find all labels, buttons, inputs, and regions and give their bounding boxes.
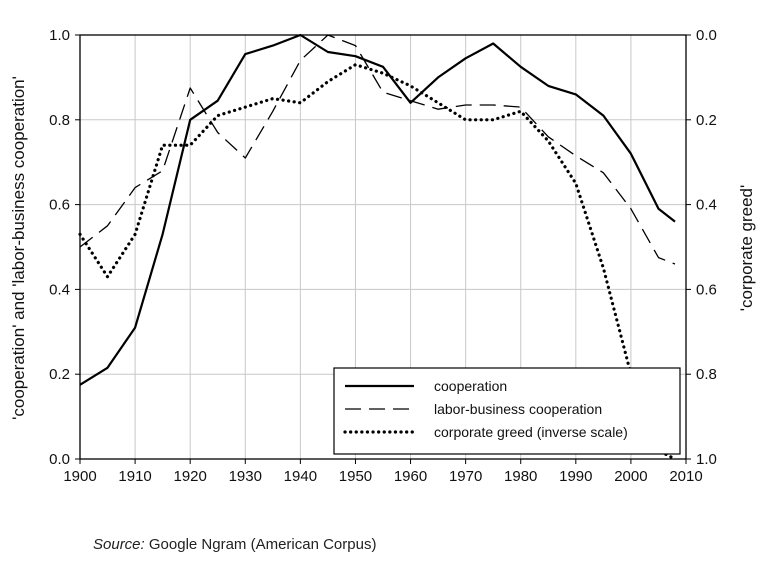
legend: cooperation labor-business cooperation cor… [333, 367, 681, 455]
y2-tick-label: 1.0 [696, 451, 717, 468]
y-tick-label: 0.2 [49, 366, 70, 383]
y2-tick-label: 0.0 [696, 27, 717, 44]
series-line-cooperation [79, 33, 676, 386]
tick-marks [75, 34, 691, 464]
x-tick-label: 1900 [63, 468, 96, 485]
x-tick-label: 1930 [229, 468, 262, 485]
x-tick-label: 1970 [449, 468, 482, 485]
y-axis-label: 'cooperation' and 'labor-business cooper… [9, 76, 28, 420]
y2-axis-tick-labels: 0.0 0.2 0.4 0.6 0.8 1.0 [696, 27, 717, 468]
source-text: Google Ngram (American Corpus) [148, 536, 377, 553]
x-tick-label: 1950 [339, 468, 372, 485]
legend-label: cooperation [434, 378, 507, 394]
x-tick-label: 1940 [284, 468, 317, 485]
y2-axis-label: 'corporate greed' [737, 185, 756, 312]
x-tick-label: 1960 [394, 468, 427, 485]
x-tick-label: 2010 [669, 468, 702, 485]
source-note: Source: Google Ngram (American Corpus) [93, 536, 376, 553]
x-tick-label: 1980 [504, 468, 537, 485]
chart: 1900 1910 1920 1930 1940 1950 1960 1970 1980 1990… [9, 27, 756, 485]
y-tick-label: 0.8 [49, 112, 70, 129]
y-tick-label: 0.6 [49, 197, 70, 214]
y-tick-label: 0.0 [49, 451, 70, 468]
source-label: Source: [93, 536, 145, 553]
gridlines [80, 35, 686, 459]
y2-tick-label: 0.2 [696, 112, 717, 129]
x-tick-label: 1920 [173, 468, 206, 485]
series-line-labor-business-cooperation [79, 34, 676, 265]
y2-tick-label: 0.6 [696, 281, 717, 298]
y-axis-tick-labels: 0.0 0.2 0.4 0.6 0.8 1.0 [49, 27, 70, 468]
x-axis-tick-labels: 1900 1910 1920 1930 1940 1950 1960 1970 1980 1990… [63, 468, 702, 485]
x-tick-label: 1910 [118, 468, 151, 485]
legend-box [333, 367, 681, 455]
legend-label: labor-business cooperation [434, 401, 602, 417]
x-tick-label: 1990 [559, 468, 592, 485]
x-tick-label: 2000 [614, 468, 647, 485]
y-tick-label: 1.0 [49, 27, 70, 44]
y2-tick-label: 0.4 [696, 197, 717, 214]
legend-label: corporate greed (inverse scale) [434, 424, 628, 440]
series-layer [78, 33, 677, 461]
y-tick-label: 0.4 [49, 281, 70, 298]
y2-tick-label: 0.8 [696, 366, 717, 383]
series-line-corporate-greed-inverse-scale [78, 63, 677, 461]
